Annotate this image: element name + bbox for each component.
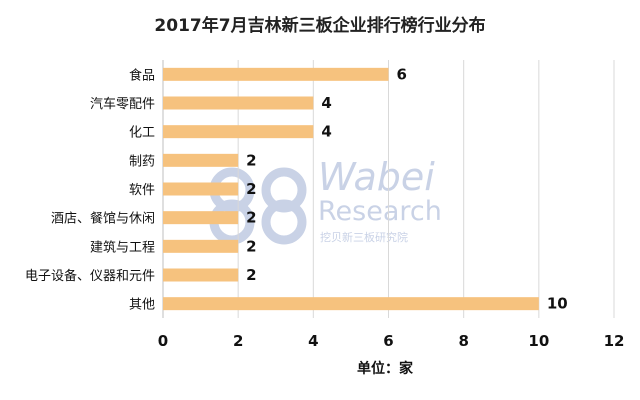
bar-0 (163, 67, 389, 81)
bar-5 (163, 211, 239, 225)
data-label-1: 4 (321, 94, 331, 112)
bar-3 (163, 153, 239, 167)
bar-1 (163, 96, 314, 110)
category-label-1: 汽车零配件 (90, 96, 155, 112)
x-tick-labels: 0 2 4 6 8 10 12 (158, 332, 625, 350)
category-label-8: 其他 (129, 298, 155, 313)
watermark-logo-icon (209, 167, 307, 245)
data-label-0: 6 (397, 65, 407, 83)
watermark-line2: Research (318, 196, 442, 227)
watermark-line1: Wabei (318, 155, 435, 199)
data-label-3: 2 (246, 151, 256, 169)
bar-8 (163, 297, 539, 311)
category-label-4: 软件 (129, 183, 155, 198)
x-axis-label: 单位：家 (357, 360, 414, 377)
watermark-line3: 挖贝新三板研究院 (320, 230, 408, 244)
data-label-7: 2 (246, 266, 256, 284)
category-label-3: 制药 (129, 154, 155, 169)
category-label-6: 建筑与工程 (90, 239, 155, 255)
x-tick-6: 12 (604, 332, 625, 350)
data-label-8: 10 (547, 295, 568, 313)
x-tick-1: 2 (233, 332, 243, 350)
category-label-5: 酒店、餐馆与休闲 (51, 211, 155, 227)
data-label-6: 2 (246, 237, 256, 255)
bar-6 (163, 239, 239, 253)
bar-4 (163, 182, 239, 196)
chart-title: 2017年7月吉林新三板企业排行榜行业分布 (154, 15, 485, 36)
category-label-2: 化工 (129, 126, 155, 141)
x-tick-0: 0 (158, 332, 168, 350)
category-label-7: 电子设备、仪器和元件 (25, 268, 155, 284)
data-label-4: 2 (246, 180, 256, 198)
bars (163, 67, 539, 311)
category-label-0: 食品 (129, 67, 155, 83)
data-label-5: 2 (246, 209, 256, 227)
x-tick-5: 10 (528, 332, 549, 350)
x-tick-2: 4 (308, 332, 318, 350)
data-labels: 6 4 4 2 2 2 2 2 10 (246, 65, 568, 312)
bar-2 (163, 125, 314, 139)
watermark: Wabei Research 挖贝新三板研究院 (209, 155, 442, 245)
x-tick-3: 6 (383, 332, 393, 350)
x-tick-4: 8 (458, 332, 468, 350)
data-label-2: 4 (321, 123, 331, 141)
bar-7 (163, 268, 239, 282)
